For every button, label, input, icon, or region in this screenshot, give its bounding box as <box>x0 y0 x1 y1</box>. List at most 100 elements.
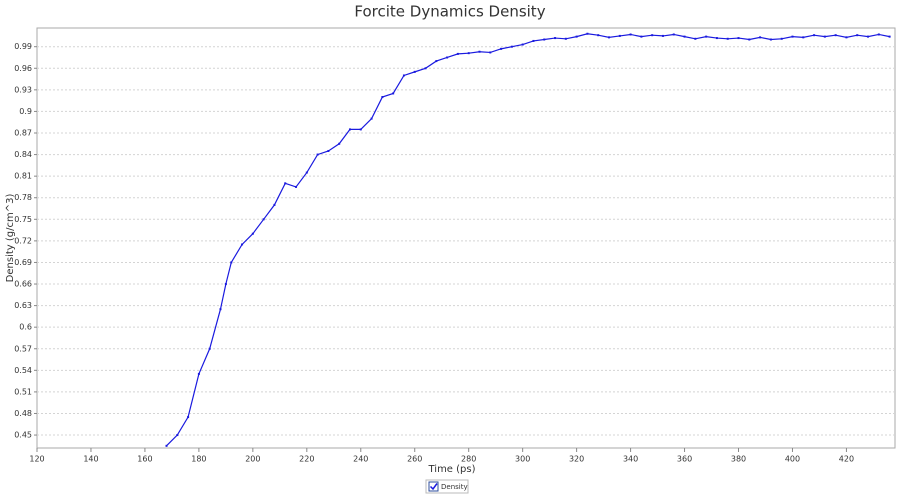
data-point <box>338 142 341 145</box>
data-point <box>532 39 535 42</box>
data-point <box>424 67 427 70</box>
data-point <box>208 347 211 350</box>
y-tick-label: 0.96 <box>14 64 32 73</box>
x-tick-label: 400 <box>785 455 800 464</box>
data-point <box>327 149 330 152</box>
data-point <box>187 416 190 419</box>
x-tick-label: 360 <box>677 455 692 464</box>
x-tick-label: 220 <box>299 455 314 464</box>
data-point <box>813 34 816 37</box>
data-point <box>608 36 610 39</box>
x-tick-label: 380 <box>731 455 746 464</box>
data-point <box>435 60 438 63</box>
legend-checkbox[interactable] <box>428 481 439 492</box>
data-point <box>543 38 546 41</box>
data-point <box>564 37 567 40</box>
data-point <box>834 34 837 37</box>
data-point <box>230 261 233 264</box>
y-tick-label: 0.99 <box>14 42 32 51</box>
y-tick-label: 0.78 <box>14 193 32 202</box>
data-point <box>197 372 200 375</box>
data-point <box>241 243 244 246</box>
x-tick-label: 280 <box>461 455 476 464</box>
data-point <box>305 171 308 174</box>
plot-area <box>36 27 896 449</box>
data-point <box>284 182 287 185</box>
data-point <box>629 33 632 36</box>
y-tick-label: 0.66 <box>14 280 32 289</box>
x-tick-label: 320 <box>569 455 584 464</box>
data-point <box>510 45 513 48</box>
data-point <box>467 52 470 55</box>
x-tick-label: 260 <box>407 455 422 464</box>
x-axis-label: Time (ps) <box>427 464 475 475</box>
y-tick-label: 0.69 <box>14 258 32 267</box>
y-tick-label: 0.51 <box>14 387 32 396</box>
data-point <box>478 50 481 53</box>
data-point <box>877 33 880 36</box>
y-tick-label: 0.63 <box>14 301 32 310</box>
checkmark <box>429 483 438 491</box>
x-tick-label: 420 <box>839 455 854 464</box>
data-point <box>780 37 783 40</box>
y-tick-label: 0.75 <box>14 215 32 224</box>
data-point <box>554 37 557 40</box>
data-point <box>651 34 654 37</box>
data-point <box>705 35 708 38</box>
x-tick-label: 340 <box>623 455 638 464</box>
data-point <box>224 283 227 286</box>
x-tick-label: 180 <box>191 455 206 464</box>
data-point <box>672 33 675 36</box>
data-point <box>446 56 449 59</box>
y-axis-label: Density (g/cm^3) <box>5 194 16 283</box>
data-point <box>456 52 459 55</box>
data-point <box>888 35 891 38</box>
y-tick-label: 0.45 <box>14 431 32 440</box>
x-tick-label: 120 <box>29 455 44 464</box>
data-point <box>316 153 319 156</box>
data-point <box>726 37 729 40</box>
data-point <box>521 43 524 46</box>
x-tick-label: 200 <box>245 455 260 464</box>
data-point <box>489 51 492 54</box>
x-tick-label: 300 <box>515 455 530 464</box>
x-tick-label: 140 <box>83 455 98 464</box>
legend: Density <box>425 479 469 494</box>
y-tick-label: 0.54 <box>14 366 32 375</box>
data-point <box>219 308 222 311</box>
data-point <box>715 37 718 40</box>
data-point <box>597 34 600 37</box>
data-point <box>262 218 265 221</box>
y-tick-label: 0.81 <box>14 172 32 181</box>
data-point <box>392 92 395 95</box>
data-point <box>694 37 697 40</box>
data-point <box>748 38 751 41</box>
y-tick-label: 0.6 <box>19 323 32 332</box>
data-point <box>500 47 503 50</box>
data-point <box>867 35 870 38</box>
data-point <box>618 34 621 37</box>
data-point <box>295 185 298 188</box>
data-point <box>413 70 416 73</box>
data-point <box>683 35 686 38</box>
data-point <box>791 35 794 38</box>
y-tick-label: 0.9 <box>19 107 32 116</box>
data-point <box>251 232 254 235</box>
data-point <box>759 36 762 39</box>
data-line <box>166 33 890 447</box>
x-tick-label: 160 <box>137 455 152 464</box>
data-point <box>575 35 578 38</box>
data-point <box>381 96 384 99</box>
y-tick-label: 0.84 <box>14 150 32 159</box>
data-point <box>176 434 179 437</box>
data-point <box>737 37 740 40</box>
y-tick-label: 0.57 <box>14 344 32 353</box>
y-tick-label: 0.72 <box>14 236 32 245</box>
data-point <box>823 35 826 38</box>
chart-title: Forcite Dynamics Density <box>354 3 545 21</box>
data-point <box>661 34 664 37</box>
data-point <box>273 203 276 206</box>
data-point <box>359 128 362 131</box>
data-point <box>402 74 405 77</box>
